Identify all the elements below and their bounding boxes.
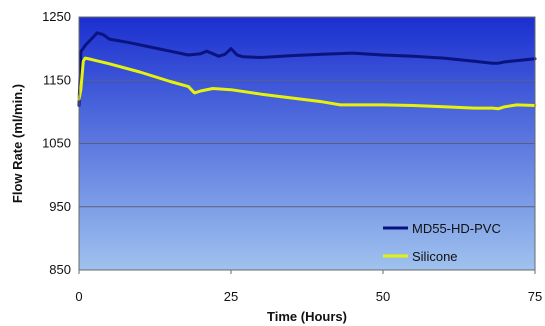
- x-axis-title: Time (Hours): [267, 309, 347, 324]
- x-tick-label-25: 25: [224, 289, 238, 304]
- x-tick-label-0: 0: [75, 289, 82, 304]
- x-tick-label-75: 75: [528, 289, 542, 304]
- tick-labels: 850 950 1050 1150 1250 0 25 50 75: [42, 9, 542, 304]
- plot-frame: [78, 16, 536, 271]
- y-axis-title: Flow Rate (ml/min.): [10, 84, 25, 203]
- y-tick-label-950: 950: [49, 199, 71, 214]
- y-tick-label-1050: 1050: [42, 136, 71, 151]
- series-lines: [77, 31, 537, 111]
- y-tick-label-1250: 1250: [42, 9, 71, 24]
- y-tick-label-1150: 1150: [43, 72, 71, 87]
- x-tick-label-50: 50: [376, 289, 390, 304]
- legend-label-1: Silicone: [412, 249, 458, 264]
- legend-label-0: MD55-HD-PVC: [412, 221, 501, 236]
- legend: MD55-HD-PVC Silicone: [383, 221, 501, 264]
- gridlines: [79, 79, 535, 208]
- y-tick-label-850: 850: [49, 262, 71, 277]
- series-line-md55-hd-pvc: [77, 31, 537, 107]
- series-line-silicone: [77, 56, 537, 111]
